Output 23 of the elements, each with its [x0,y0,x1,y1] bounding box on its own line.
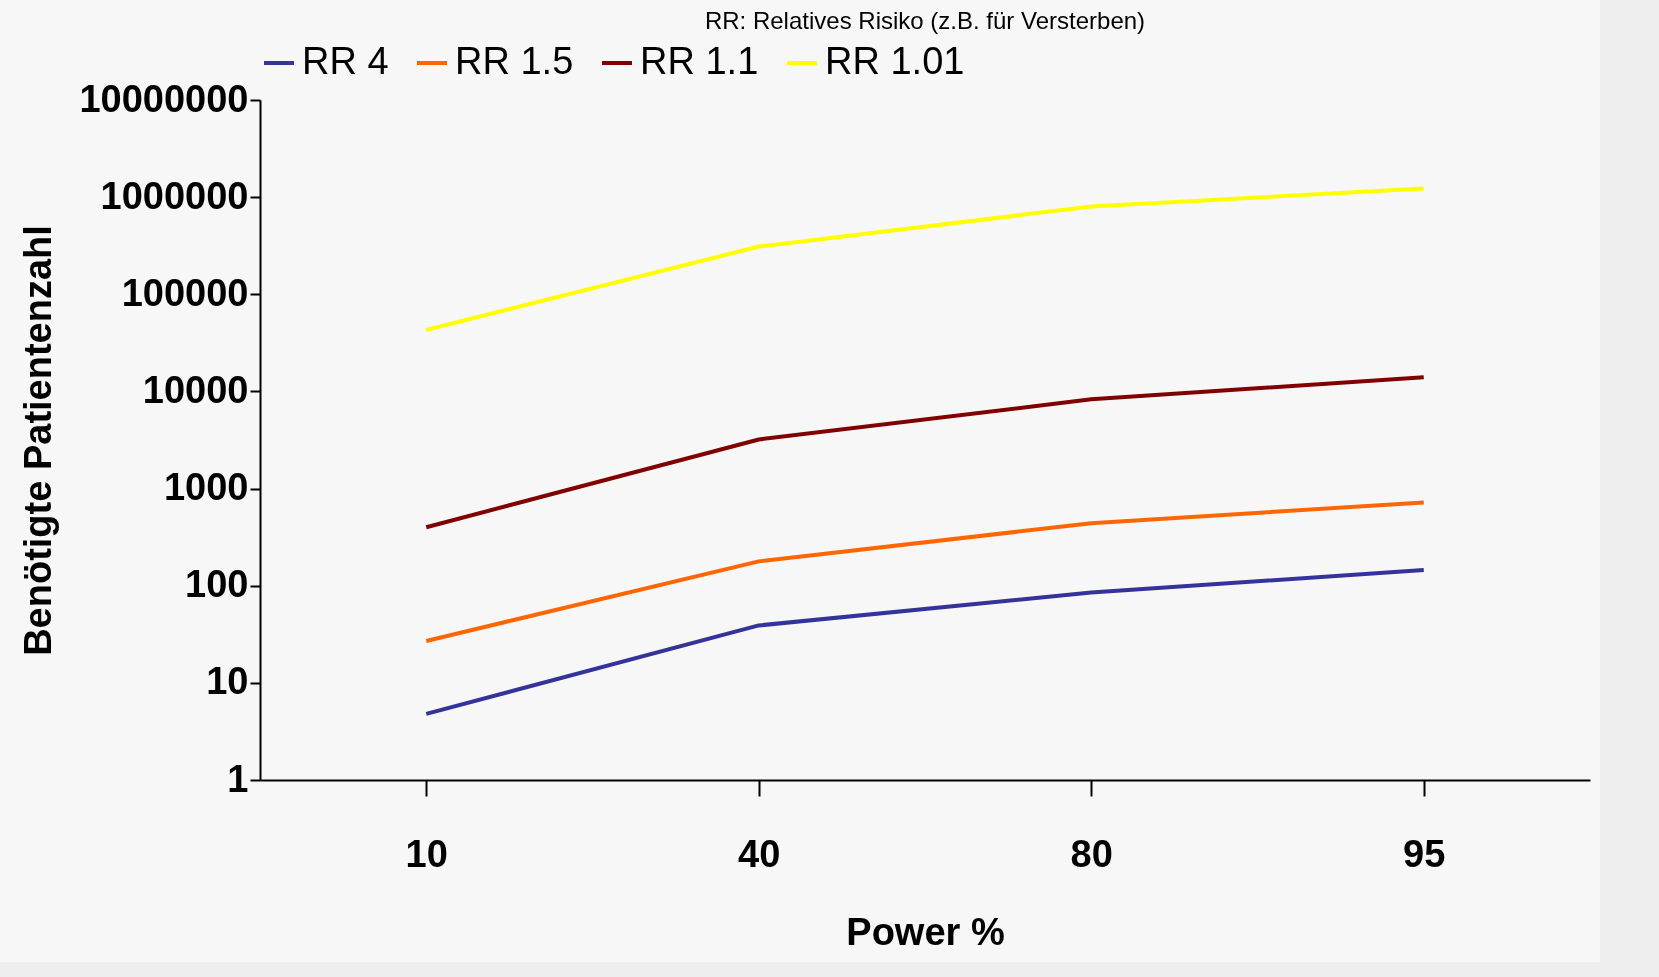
y-axis-title: Benötigte Patientenzahl [17,225,60,656]
y-tick-label: 10 [206,660,249,703]
x-tick-label: 95 [1403,832,1446,875]
y-tick-label: 100 [185,563,249,606]
y-tick-label: 1000000 [100,174,249,217]
line-series [424,500,1426,643]
line-series [424,568,1426,716]
legend-label: RR 4 [302,40,389,82]
line-series [424,186,1426,332]
line-series [424,375,1426,530]
y-tick-label: 10000000 [79,77,249,120]
x-tick-label: 10 [405,832,448,875]
legend-label: RR 1.1 [640,40,759,82]
y-tick-label: 10000 [142,368,249,411]
x-tick-label: 80 [1070,832,1113,875]
legend-label: RR 1.5 [455,40,574,82]
y-tick-label: 100000 [121,271,249,314]
chart-subtitle: RR: Relatives Risiko (z.B. für Versterben) [704,7,1146,34]
x-tick-label: 40 [738,832,781,875]
y-tick-label: 1 [227,757,249,800]
y-tick-label: 1000 [163,466,249,509]
legend-label: RR 1.01 [825,40,965,82]
x-axis-title: Power % [846,910,1005,953]
